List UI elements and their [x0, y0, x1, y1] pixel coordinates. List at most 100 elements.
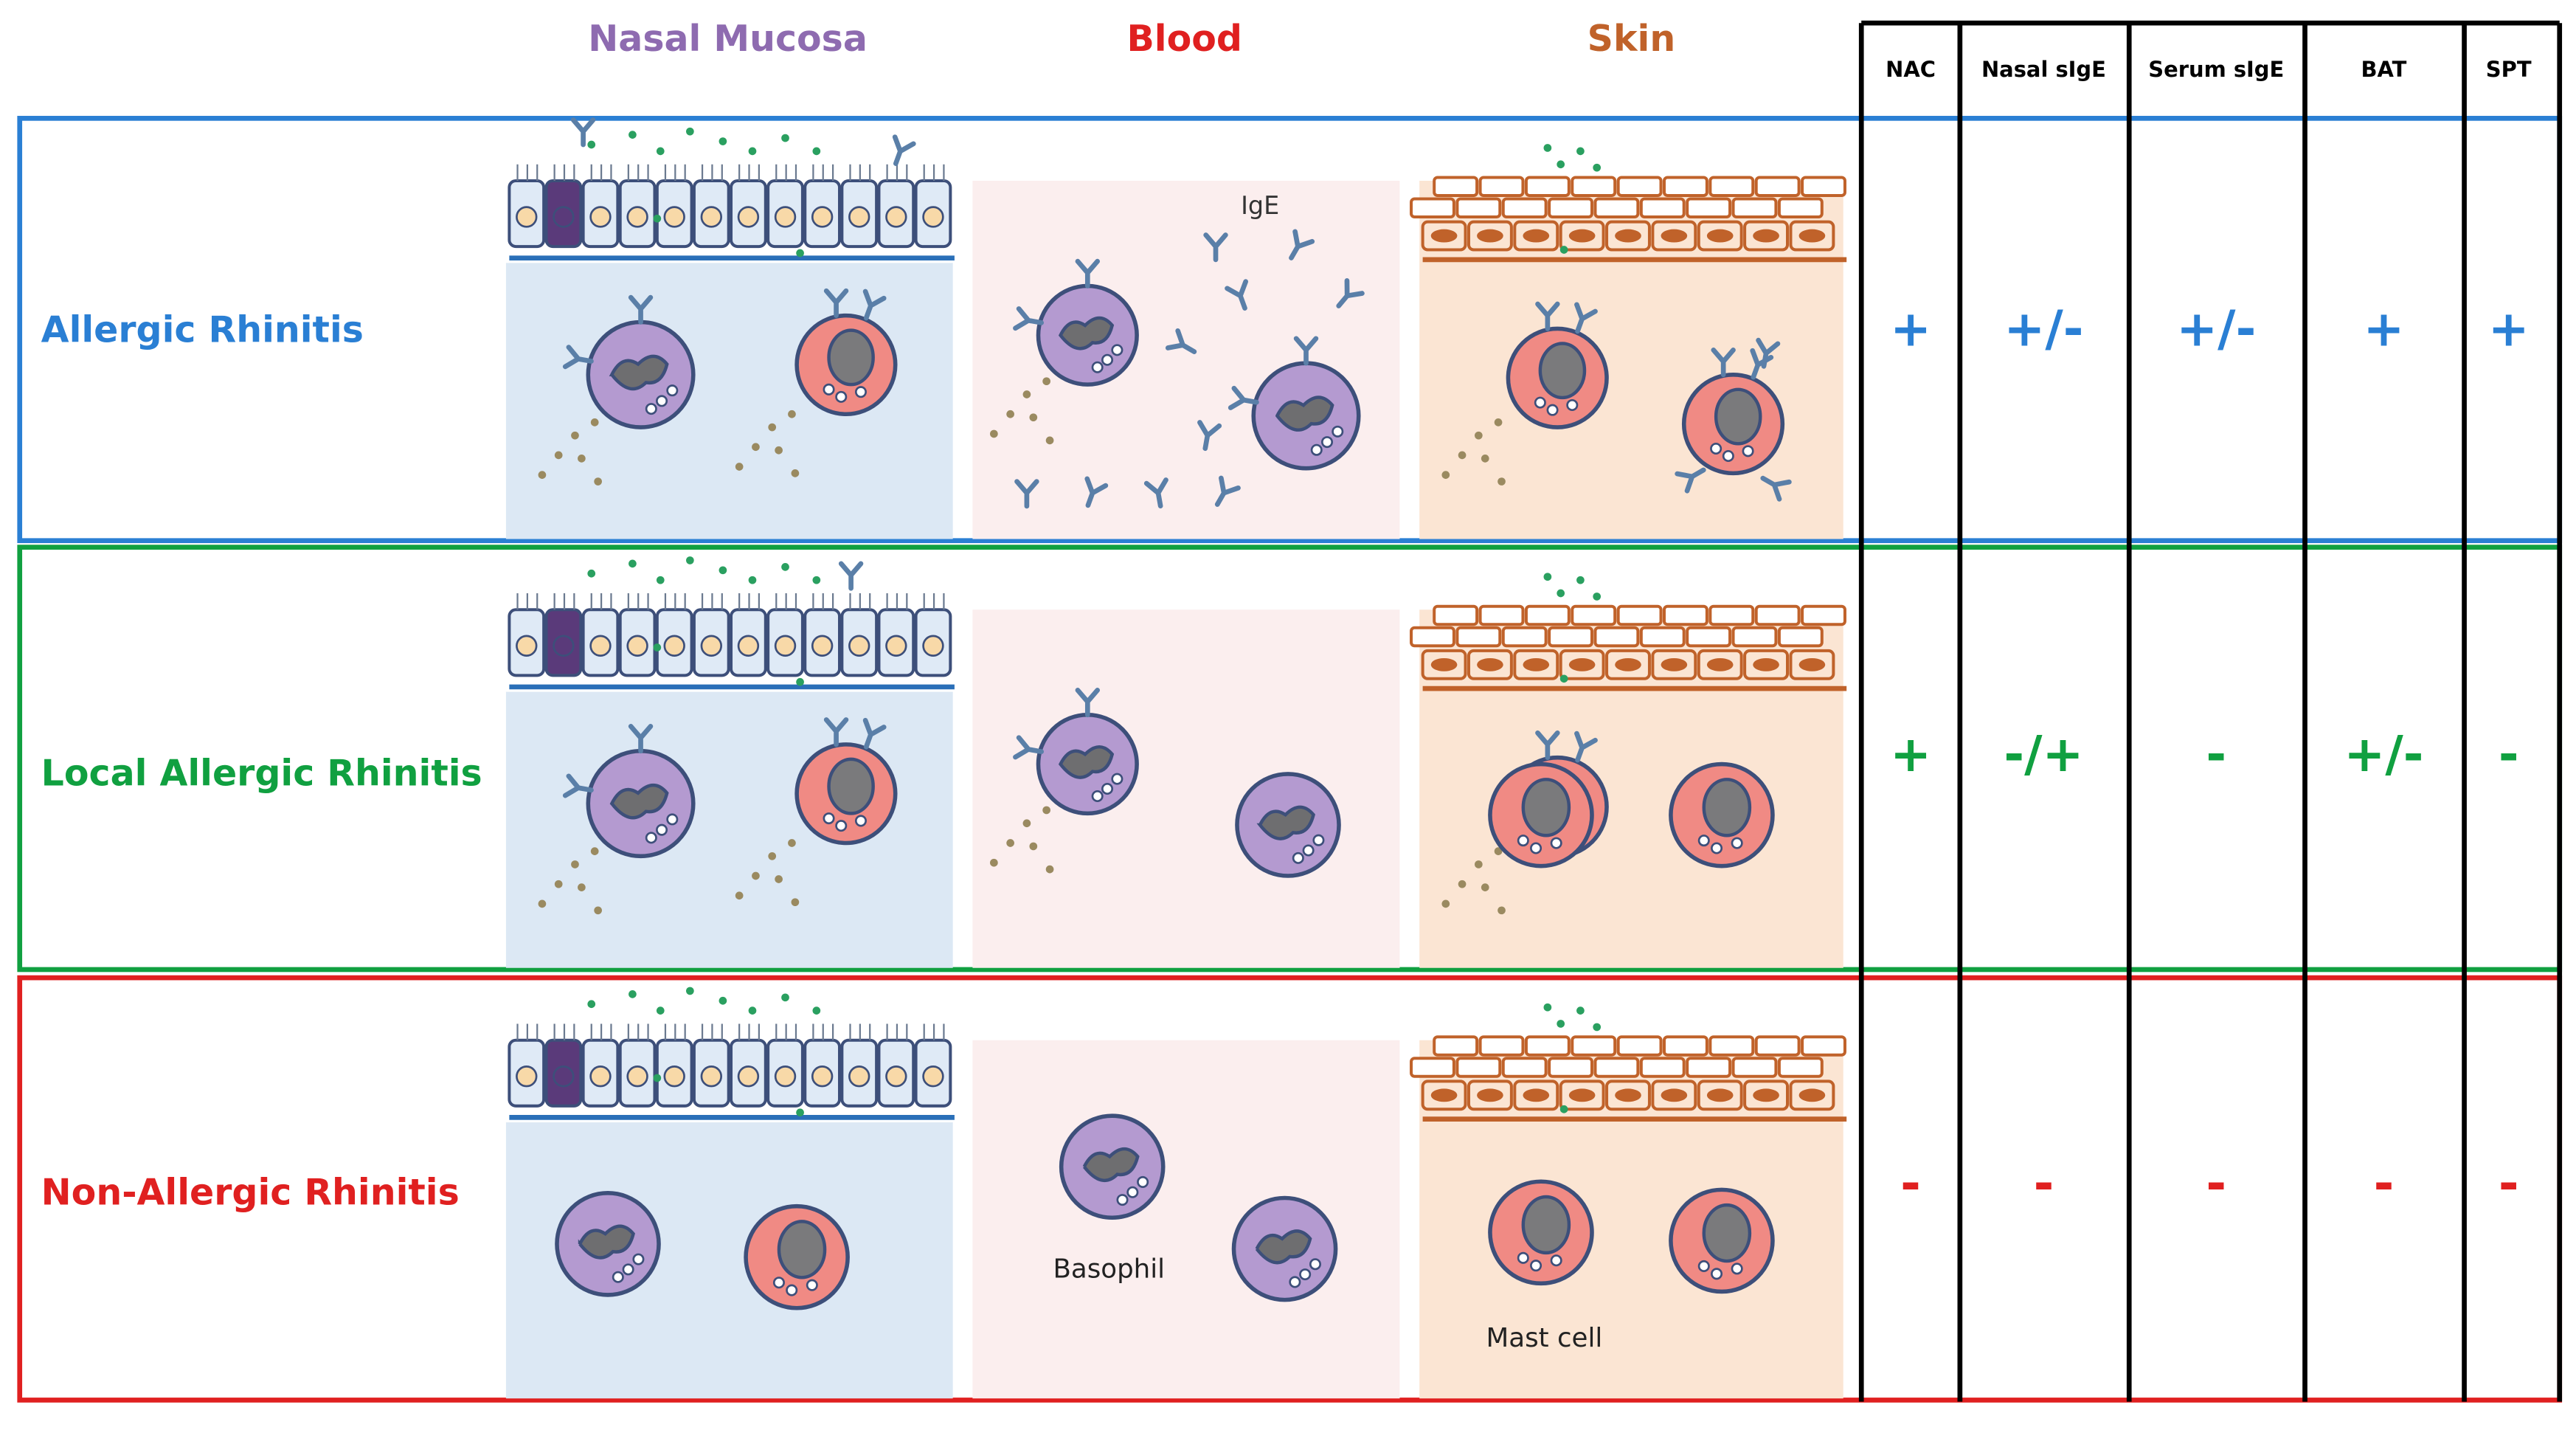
particle: [1559, 246, 1568, 254]
granule: [1091, 361, 1104, 373]
skin-layer: [1731, 1057, 1778, 1078]
skin-layer: [1708, 1035, 1755, 1057]
granule: [1710, 442, 1722, 455]
particle: [796, 1108, 804, 1117]
particle: [571, 860, 579, 868]
cell-nucleus: [811, 635, 834, 657]
skin-layer: [1801, 604, 1846, 626]
ige-antibody: [570, 117, 596, 148]
cilia: [923, 164, 945, 181]
particle: [1006, 839, 1014, 847]
skin-layer: [1616, 1035, 1663, 1057]
particle: [686, 556, 694, 564]
skin-nucleus: [1430, 1088, 1458, 1102]
cell-nucleus: [737, 1065, 760, 1088]
particle: [781, 562, 789, 571]
granule: [1517, 1251, 1529, 1264]
ige-antibody: [823, 717, 849, 747]
particle: [1481, 883, 1489, 891]
particle: [587, 1000, 596, 1009]
granule: [1101, 353, 1114, 366]
particle: [1559, 674, 1568, 683]
cilia: [886, 164, 908, 181]
skin-nucleus: [1798, 657, 1826, 671]
skin-layer: [1478, 1035, 1525, 1057]
ige-antibody: [1574, 302, 1598, 334]
skin-nucleus: [1523, 1088, 1550, 1102]
particle: [1042, 377, 1050, 386]
cell-nucleus: [885, 206, 907, 228]
cell-nucleus: [774, 635, 797, 657]
particle: [554, 451, 563, 460]
granule: [666, 384, 679, 397]
cilia: [590, 593, 612, 610]
skin-layer: [1801, 1035, 1846, 1057]
granule: [645, 403, 657, 415]
nucleus: [609, 354, 669, 391]
skin-layer: [1593, 1057, 1640, 1078]
particle: [788, 839, 796, 847]
nucleus: [609, 783, 669, 820]
granule: [1530, 1260, 1543, 1272]
skin-nucleus: [1568, 229, 1596, 243]
row-label: Local Allergic Rhinitis: [41, 753, 482, 795]
annotation: Basophil: [1053, 1254, 1165, 1285]
skin-layer: [1662, 604, 1708, 626]
annotation: IgE: [1241, 191, 1279, 220]
ige-antibody: [1535, 301, 1560, 331]
skin-layer: [1686, 626, 1732, 648]
skin-layer: [1593, 626, 1640, 648]
skin-nucleus: [1615, 657, 1641, 671]
cilia: [701, 1023, 723, 1040]
granule: [1101, 782, 1114, 795]
skin-nucleus: [1798, 1088, 1826, 1102]
particle: [656, 1006, 665, 1015]
table-header: BAT: [2361, 57, 2406, 82]
cell-nucleus: [922, 206, 944, 228]
table-value: -: [2374, 1154, 2395, 1212]
granule: [1530, 842, 1543, 854]
particle: [629, 559, 637, 568]
particle: [1543, 144, 1552, 152]
nucleus: [1058, 316, 1115, 350]
particle: [594, 477, 602, 486]
cilia: [516, 1023, 539, 1040]
cilia: [849, 1023, 871, 1040]
cell-nucleus: [774, 1065, 797, 1088]
particle: [748, 576, 757, 584]
table-header: NAC: [1886, 57, 1936, 82]
cell-nucleus: [663, 1065, 685, 1088]
ige-antibody: [628, 724, 654, 754]
skin-layer: [1501, 626, 1548, 648]
particle: [1576, 1006, 1585, 1015]
nucleus: [827, 328, 875, 387]
table-value: -/+: [2004, 725, 2083, 783]
cilia: [701, 164, 723, 181]
skin-layer: [1548, 1057, 1594, 1078]
granule: [1111, 773, 1123, 785]
nucleus: [1714, 387, 1762, 446]
skin-nucleus: [1430, 229, 1458, 243]
skin-nucleus: [1706, 229, 1734, 243]
granule: [786, 1284, 798, 1296]
table-header: Nasal sIgE: [1981, 57, 2106, 82]
particle: [812, 1006, 821, 1015]
particle: [653, 214, 662, 223]
skin-nucleus: [1430, 657, 1458, 671]
cilia: [516, 164, 539, 181]
particle: [1498, 906, 1506, 915]
skin-nucleus: [1661, 657, 1688, 671]
particle: [791, 898, 800, 907]
granule: [1312, 834, 1325, 846]
cell-nucleus: [737, 206, 760, 228]
nucleus: [1702, 1203, 1752, 1263]
granule: [1711, 1268, 1723, 1280]
skin-nucleus: [1661, 229, 1688, 243]
granule: [1299, 1268, 1312, 1281]
ige-antibody: [1293, 336, 1319, 366]
particle: [1458, 451, 1467, 460]
nucleus: [1702, 778, 1752, 837]
granule: [772, 1277, 785, 1289]
cilia: [812, 1023, 834, 1040]
ige-antibody: [1143, 477, 1168, 509]
